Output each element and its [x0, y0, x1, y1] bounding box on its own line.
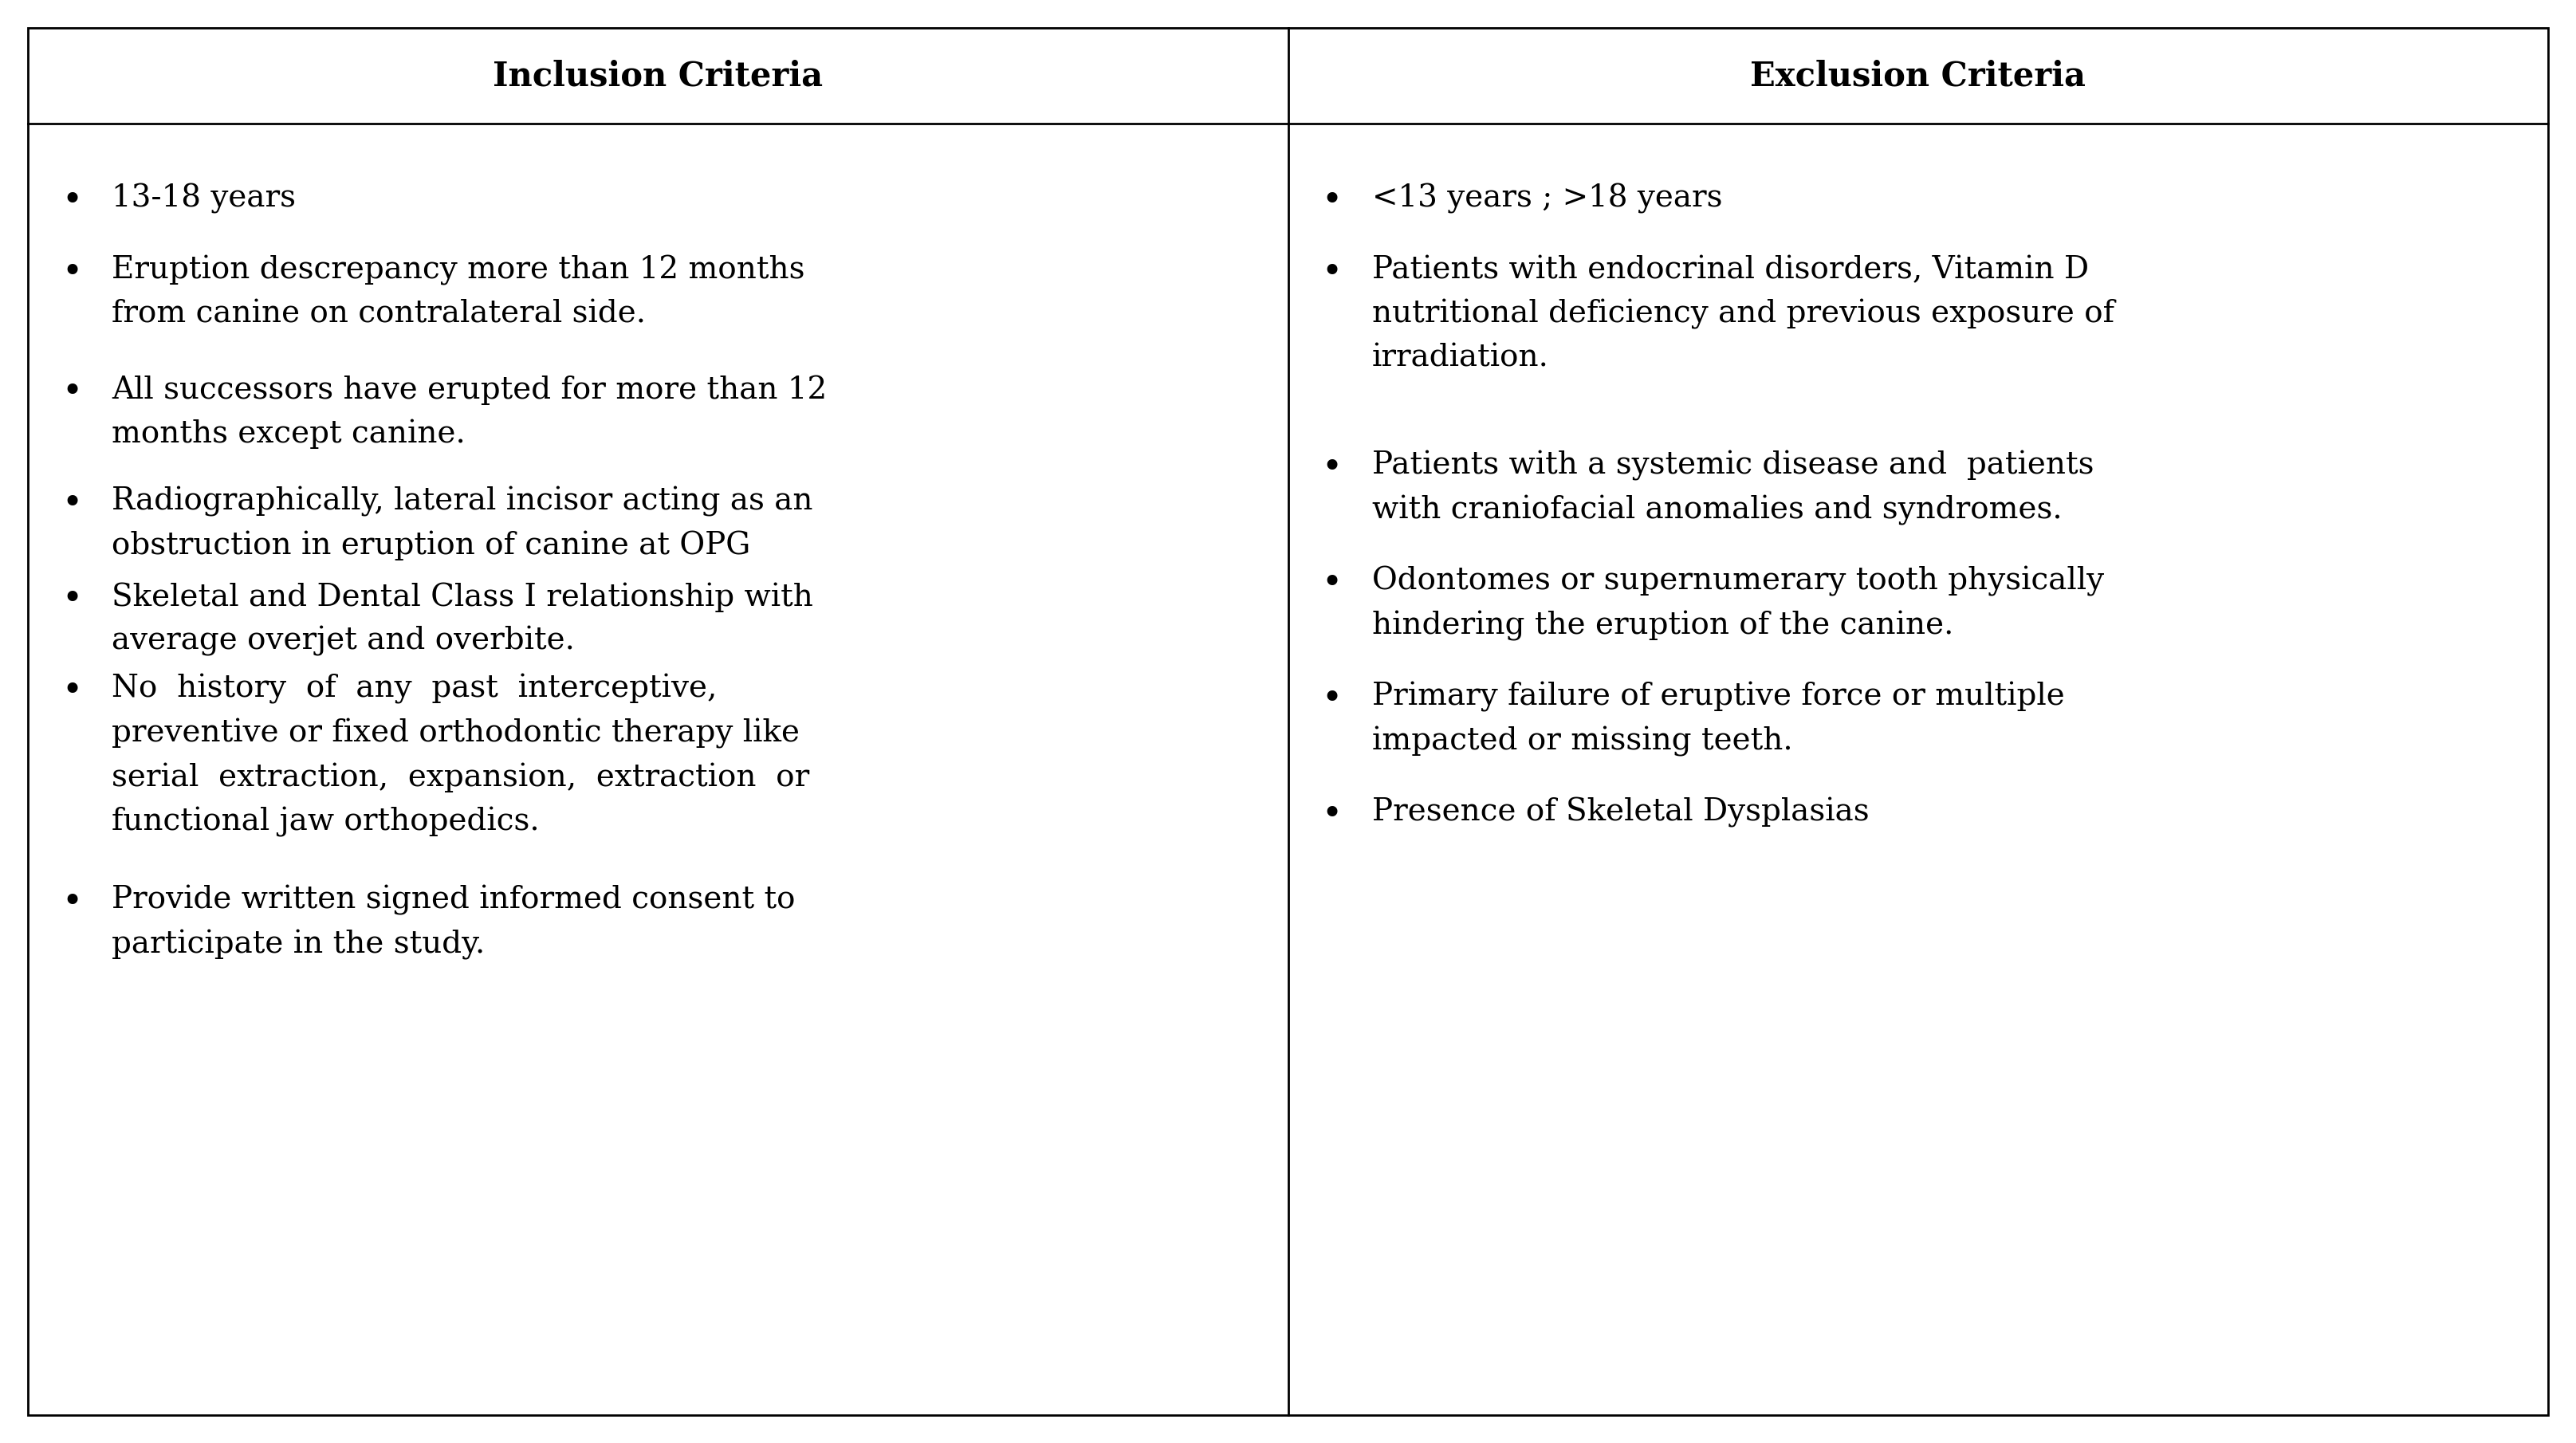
Text: Inclusion Criteria: Inclusion Criteria — [492, 59, 824, 92]
Text: Skeletal and Dental Class I relationship with
average overjet and overbite.: Skeletal and Dental Class I relationship… — [111, 582, 814, 657]
Text: •: • — [1321, 255, 1342, 290]
Text: •: • — [62, 486, 82, 521]
Text: Radiographically, lateral incisor acting as an
obstruction in eruption of canine: Radiographically, lateral incisor acting… — [111, 486, 814, 561]
Text: •: • — [1321, 183, 1342, 218]
Text: •: • — [1321, 797, 1342, 831]
Text: •: • — [62, 375, 82, 410]
Text: Exclusion Criteria: Exclusion Criteria — [1749, 59, 2087, 92]
Text: <13 years ; >18 years: <13 years ; >18 years — [1370, 183, 1723, 214]
Text: Primary failure of eruptive force or multiple
impacted or missing teeth.: Primary failure of eruptive force or mul… — [1370, 681, 2063, 756]
Text: •: • — [62, 255, 82, 290]
Text: All successors have erupted for more than 12
months except canine.: All successors have erupted for more tha… — [111, 375, 827, 449]
Text: 13-18 years: 13-18 years — [111, 183, 296, 214]
Text: •: • — [62, 885, 82, 919]
Text: Provide written signed informed consent to
participate in the study.: Provide written signed informed consent … — [111, 885, 796, 960]
Text: •: • — [62, 183, 82, 218]
Text: Patients with a systemic disease and  patients
with craniofacial anomalies and s: Patients with a systemic disease and pat… — [1370, 450, 2094, 525]
Text: Odontomes or supernumerary tooth physically
hindering the eruption of the canine: Odontomes or supernumerary tooth physica… — [1370, 566, 2105, 641]
Text: •: • — [62, 582, 82, 616]
Text: Eruption descrepancy more than 12 months
from canine on contralateral side.: Eruption descrepancy more than 12 months… — [111, 255, 804, 329]
Text: •: • — [1321, 566, 1342, 600]
Text: •: • — [1321, 681, 1342, 716]
Text: No  history  of  any  past  interceptive,
preventive or fixed orthodontic therap: No history of any past interceptive, pre… — [111, 674, 809, 837]
Text: •: • — [62, 674, 82, 709]
Text: Presence of Skeletal Dysplasias: Presence of Skeletal Dysplasias — [1370, 797, 1870, 827]
Text: •: • — [1321, 450, 1342, 485]
Text: Patients with endocrinal disorders, Vitamin D
nutritional deficiency and previou: Patients with endocrinal disorders, Vita… — [1370, 255, 2115, 372]
